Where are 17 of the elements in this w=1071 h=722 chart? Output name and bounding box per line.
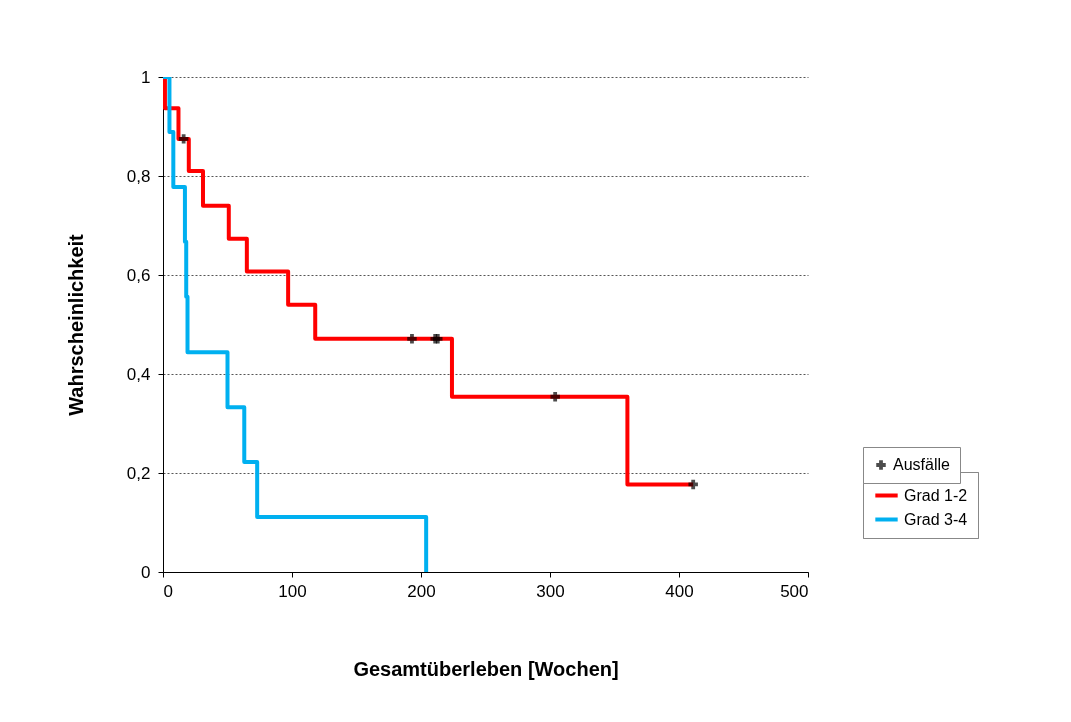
x-tick-label: 400 — [665, 581, 694, 601]
x-tick-label: 500 — [780, 581, 809, 601]
x-tick-label: 300 — [536, 581, 565, 601]
y-tick-label: 0,4 — [126, 364, 151, 384]
y-tick-label: 0 — [141, 562, 151, 582]
y-tick-label: 0,8 — [126, 166, 151, 186]
y-tick-label: 0,6 — [126, 265, 151, 285]
x-axis-title: Gesamtüberleben [Wochen] — [353, 657, 619, 680]
y-tick-label: 0,2 — [126, 463, 151, 483]
y-axis-title: Wahrscheinlichkeit — [64, 233, 87, 416]
x-tick-label: 0 — [163, 581, 173, 601]
legend-label: Ausfälle — [893, 456, 951, 473]
legend-label: Grad 1-2 — [904, 486, 968, 504]
y-tick-label: 1 — [141, 67, 151, 87]
legend-label: Grad 3-4 — [904, 510, 968, 528]
x-tick-label: 200 — [407, 581, 436, 601]
x-tick-label: 100 — [278, 581, 307, 601]
